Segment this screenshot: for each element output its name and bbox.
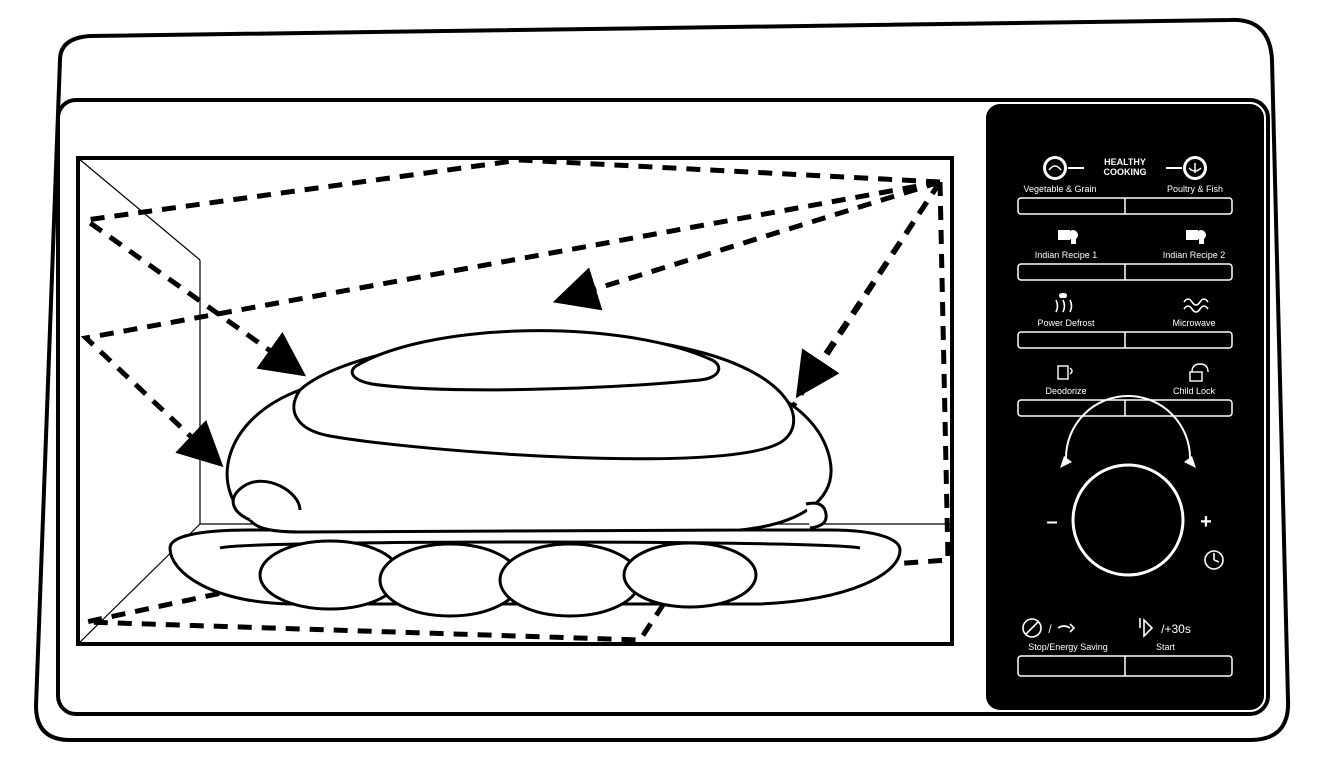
poultry-fish-label: Poultry & Fish	[1167, 184, 1223, 194]
indian1-label: Indian Recipe 1	[1035, 250, 1098, 260]
deodorize-label: Deodorize	[1045, 386, 1086, 396]
stop-label: Stop/Energy Saving	[1028, 642, 1108, 652]
microwave-diagram: HEALTHY COOKING Vegetable & Grain Poultr…	[0, 0, 1318, 763]
childlock-label: Child Lock	[1173, 386, 1216, 396]
start-plus30: /+30s	[1161, 622, 1191, 636]
dial-minus: –	[1046, 511, 1057, 533]
start-label: Start	[1156, 642, 1176, 652]
defrost-label: Power Defrost	[1037, 318, 1095, 328]
indian2-label: Indian Recipe 2	[1163, 250, 1226, 260]
control-panel: HEALTHY COOKING Vegetable & Grain Poultr…	[986, 104, 1264, 710]
healthy-cooking-title-2: COOKING	[1103, 167, 1146, 177]
dial-plus: +	[1200, 511, 1212, 533]
healthy-cooking-title-1: HEALTHY	[1104, 157, 1146, 167]
dial-knob[interactable]	[1073, 465, 1183, 575]
microwave-label: Microwave	[1172, 318, 1215, 328]
veg-grain-label: Vegetable & Grain	[1023, 184, 1096, 194]
